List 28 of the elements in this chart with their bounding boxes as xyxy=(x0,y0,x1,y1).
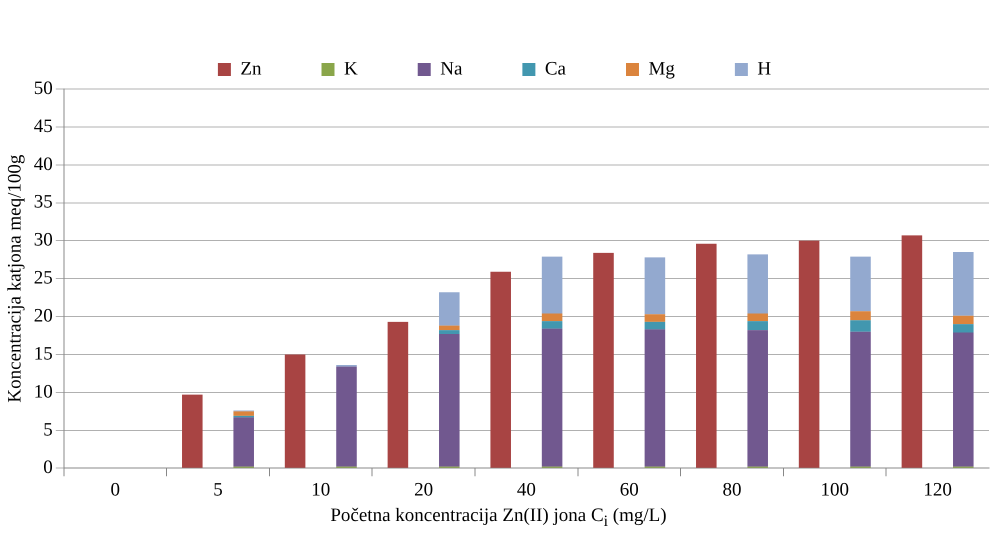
x-tick-label: 5 xyxy=(213,480,223,501)
x-tick-label: 120 xyxy=(923,480,952,501)
x-tick-label: 100 xyxy=(820,480,850,501)
y-axis-title: Koncentracija katjona meq/100g xyxy=(4,154,26,403)
y-tick-label: 15 xyxy=(34,343,53,364)
y-tick-label: 40 xyxy=(34,154,53,175)
y-tick-label: 50 xyxy=(34,78,53,99)
y-tick-label: 35 xyxy=(34,192,53,213)
legend-label: Mg xyxy=(648,58,676,80)
x-tick-label: 10 xyxy=(311,480,330,501)
y-tick-label: 20 xyxy=(34,306,53,327)
y-tick-label: 0 xyxy=(43,457,53,478)
y-tick-label: 25 xyxy=(34,268,53,289)
x-tick-label: 20 xyxy=(414,480,434,501)
legend-label: H xyxy=(757,58,772,80)
y-tick-label: 10 xyxy=(34,381,53,402)
y-tick-label: 5 xyxy=(43,419,53,440)
legend-label: Zn xyxy=(240,58,262,80)
legend-label: K xyxy=(344,58,358,80)
x-tick-label: 60 xyxy=(620,480,639,501)
x-tick-label: 0 xyxy=(110,480,120,501)
x-tick-label: 80 xyxy=(722,480,742,501)
y-tick-label: 45 xyxy=(34,116,53,137)
legend-label: Ca xyxy=(544,58,567,80)
x-axis-title: Početna koncentracija Zn(II) jona C$_{i}$ (mg/L) xyxy=(329,505,668,531)
legend-label: Na xyxy=(440,58,463,80)
x-tick-label: 40 xyxy=(516,480,536,501)
y-tick-label: 30 xyxy=(34,230,53,251)
